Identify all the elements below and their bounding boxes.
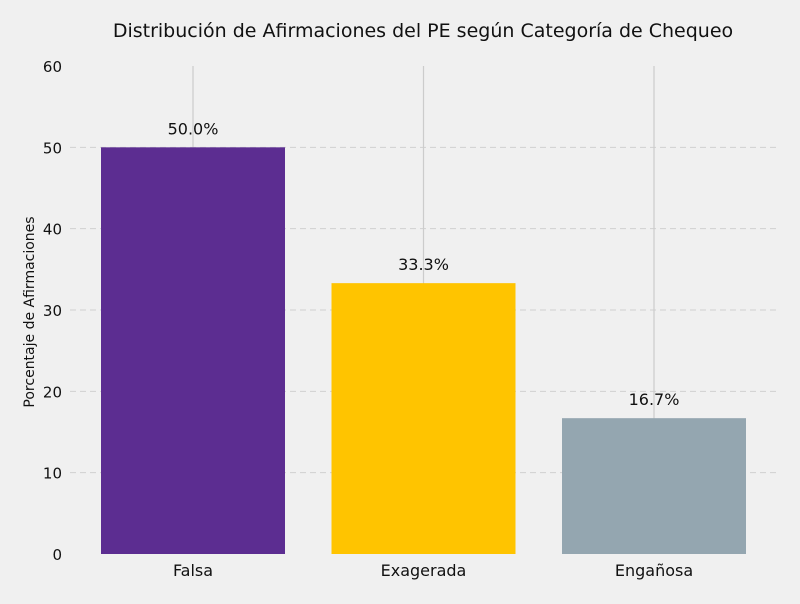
y-tick-label: 0 [52,546,62,564]
y-tick-label: 60 [43,58,62,76]
x-tick-label: Engañosa [615,561,693,580]
bar-falsa [101,147,285,555]
y-tick-label: 40 [43,221,62,239]
chart-title: Distribución de Afirmaciones del PE segú… [113,20,733,42]
x-tick-label: Falsa [173,561,213,580]
x-tick-label: Exagerada [381,561,467,580]
y-tick-label: 20 [43,383,62,401]
y-tick-label: 50 [43,139,62,157]
data-label: 33.3% [398,255,449,274]
y-tick-label: 30 [43,302,62,320]
y-axis-label: Porcentaje de Afirmaciones [22,216,38,407]
y-tick-label: 10 [43,465,62,483]
data-label: 50.0% [168,119,219,138]
bar-exagerada [331,283,516,554]
bar-engañosa [562,418,746,554]
data-label: 16.7% [629,390,680,409]
